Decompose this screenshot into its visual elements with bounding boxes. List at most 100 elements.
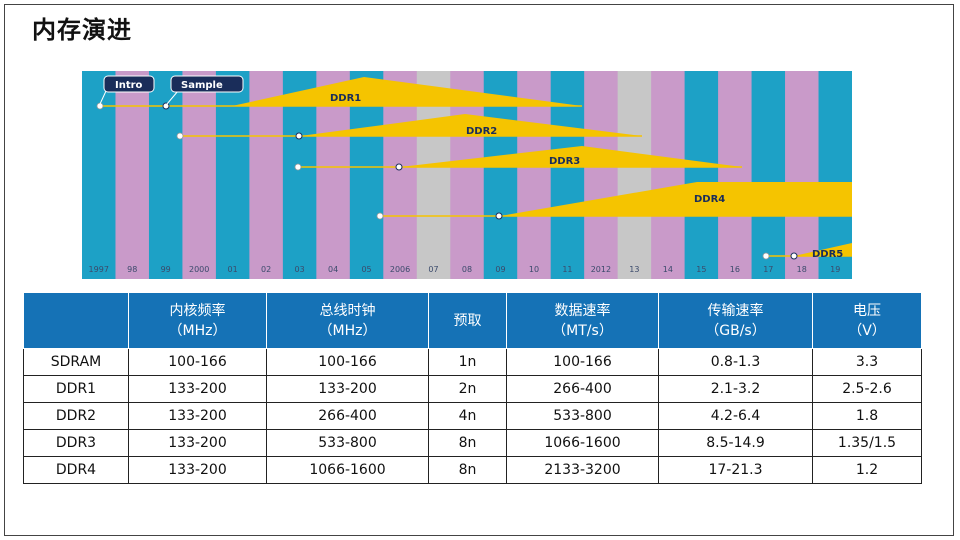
cell-core-freq: 133-200	[128, 456, 267, 484]
year-label: 13	[629, 265, 639, 274]
year-stripe	[785, 71, 820, 279]
cell-bus-clock: 533-800	[266, 429, 429, 457]
year-label: 03	[295, 265, 305, 274]
header-transfer-rate: 传输速率 （GB/s）	[658, 292, 813, 349]
header-data-rate-title: 数据速率	[554, 302, 611, 319]
header-voltage: 电压 （V）	[812, 292, 922, 349]
ddr1-label: DDR1	[330, 93, 361, 104]
cell-core-freq: 133-200	[128, 429, 267, 457]
header-bus-clock: 总线时钟 （MHz）	[266, 292, 429, 349]
year-label: 99	[161, 265, 171, 274]
year-label: 98	[127, 265, 137, 274]
cell-voltage: 2.5-2.6	[812, 375, 922, 403]
intro-label: Intro	[115, 80, 143, 91]
header-transfer-rate-unit: （GB/s）	[705, 322, 766, 339]
row-type: DDR1	[23, 375, 129, 403]
header-cell-blank	[23, 292, 129, 349]
year-stripe	[215, 71, 250, 279]
header-bus-clock-unit: （MHz）	[318, 322, 377, 339]
cell-core-freq: 100-166	[128, 348, 267, 376]
ddr3-label: DDR3	[549, 156, 580, 167]
year-label: 19	[830, 265, 840, 274]
memory-spec-table: 内核频率 （MHz） 总线时钟 （MHz） 预取 数据速率 （MT/s） 传输速…	[23, 292, 922, 484]
year-stripe	[751, 71, 786, 279]
year-stripe	[148, 71, 183, 279]
cell-transfer-rate: 0.8-1.3	[658, 348, 813, 376]
header-transfer-rate-title: 传输速率	[707, 302, 764, 319]
ddr5-band: DDR5	[762, 243, 852, 260]
header-data-rate: 数据速率 （MT/s）	[506, 292, 659, 349]
table-header-row: 内核频率 （MHz） 总线时钟 （MHz） 预取 数据速率 （MT/s） 传输速…	[23, 292, 922, 349]
ddr4-band: DDR4	[376, 182, 852, 220]
year-stripe	[115, 71, 150, 279]
cell-data-rate: 100-166	[506, 348, 659, 376]
ddr1-band: DDR1	[96, 77, 582, 110]
year-label: 18	[797, 265, 807, 274]
header-prefetch: 预取	[428, 292, 507, 349]
header-prefetch-title: 预取	[453, 312, 482, 329]
year-label: 17	[763, 265, 773, 274]
cell-bus-clock: 133-200	[266, 375, 429, 403]
row-type: DDR3	[23, 429, 129, 457]
header-voltage-unit: （V）	[848, 322, 886, 339]
cell-transfer-rate: 2.1-3.2	[658, 375, 813, 403]
cell-voltage: 1.2	[812, 456, 922, 484]
memory-timeline: DDR1 DDR2 DDR3 DDR4	[82, 71, 852, 279]
year-label: 01	[228, 265, 238, 274]
year-stripe	[718, 71, 753, 279]
header-core-freq-unit: （MHz）	[168, 322, 227, 339]
header-core-freq-title: 内核频率	[169, 302, 226, 319]
header-voltage-title: 电压	[853, 302, 881, 319]
year-label: 10	[529, 265, 539, 274]
year-stripe	[584, 71, 619, 279]
year-stripe	[82, 71, 116, 279]
ddr2-label: DDR2	[466, 126, 497, 137]
intro-callout: Intro	[99, 75, 155, 105]
cell-voltage: 1.8	[812, 402, 922, 430]
year-label: 15	[696, 265, 706, 274]
cell-bus-clock: 266-400	[266, 402, 429, 430]
row-type: DDR4	[23, 456, 129, 484]
cell-prefetch: 8n	[428, 456, 507, 484]
table-row: SDRAM 100-166 100-166 1n 100-166 0.8-1.3…	[23, 348, 922, 376]
table-row: DDR3 133-200 533-800 8n 1066-1600 8.5-14…	[23, 429, 922, 457]
cell-data-rate: 2133-3200	[506, 456, 659, 484]
cell-data-rate: 533-800	[506, 402, 659, 430]
slide-frame	[4, 4, 954, 536]
cell-prefetch: 2n	[428, 375, 507, 403]
year-label: 11	[562, 265, 572, 274]
cell-transfer-rate: 4.2-6.4	[658, 402, 813, 430]
year-stripe	[651, 71, 686, 279]
year-label: 07	[428, 265, 438, 274]
cell-prefetch: 4n	[428, 402, 507, 430]
year-label: 14	[663, 265, 673, 274]
page-title: 内存演进	[32, 16, 132, 44]
year-label: 2012	[591, 265, 611, 274]
year-label: 2000	[189, 265, 209, 274]
table-row: DDR1 133-200 133-200 2n 266-400 2.1-3.2 …	[23, 375, 922, 403]
cell-voltage: 1.35/1.5	[812, 429, 922, 457]
cell-voltage: 3.3	[812, 348, 922, 376]
year-label: 05	[361, 265, 371, 274]
cell-prefetch: 1n	[428, 348, 507, 376]
year-label: 09	[495, 265, 505, 274]
cell-core-freq: 133-200	[128, 402, 267, 430]
cell-data-rate: 266-400	[506, 375, 659, 403]
cell-prefetch: 8n	[428, 429, 507, 457]
year-label: 04	[328, 265, 338, 274]
year-label: 2006	[390, 265, 410, 274]
sample-label: Sample	[181, 80, 223, 91]
cell-transfer-rate: 17-21.3	[658, 456, 813, 484]
header-bus-clock-title: 总线时钟	[319, 302, 376, 319]
year-label: 02	[261, 265, 271, 274]
year-stripe	[182, 71, 217, 279]
table-row: DDR4 133-200 1066-1600 8n 2133-3200 17-2…	[23, 456, 922, 484]
row-type: DDR2	[23, 402, 129, 430]
year-label: 1997	[89, 265, 109, 274]
cell-data-rate: 1066-1600	[506, 429, 659, 457]
year-label: 16	[730, 265, 740, 274]
row-type: SDRAM	[23, 348, 129, 376]
table-row: DDR2 133-200 266-400 4n 533-800 4.2-6.4 …	[23, 402, 922, 430]
ddr3-band: DDR3	[294, 146, 742, 171]
year-stripe	[617, 71, 652, 279]
